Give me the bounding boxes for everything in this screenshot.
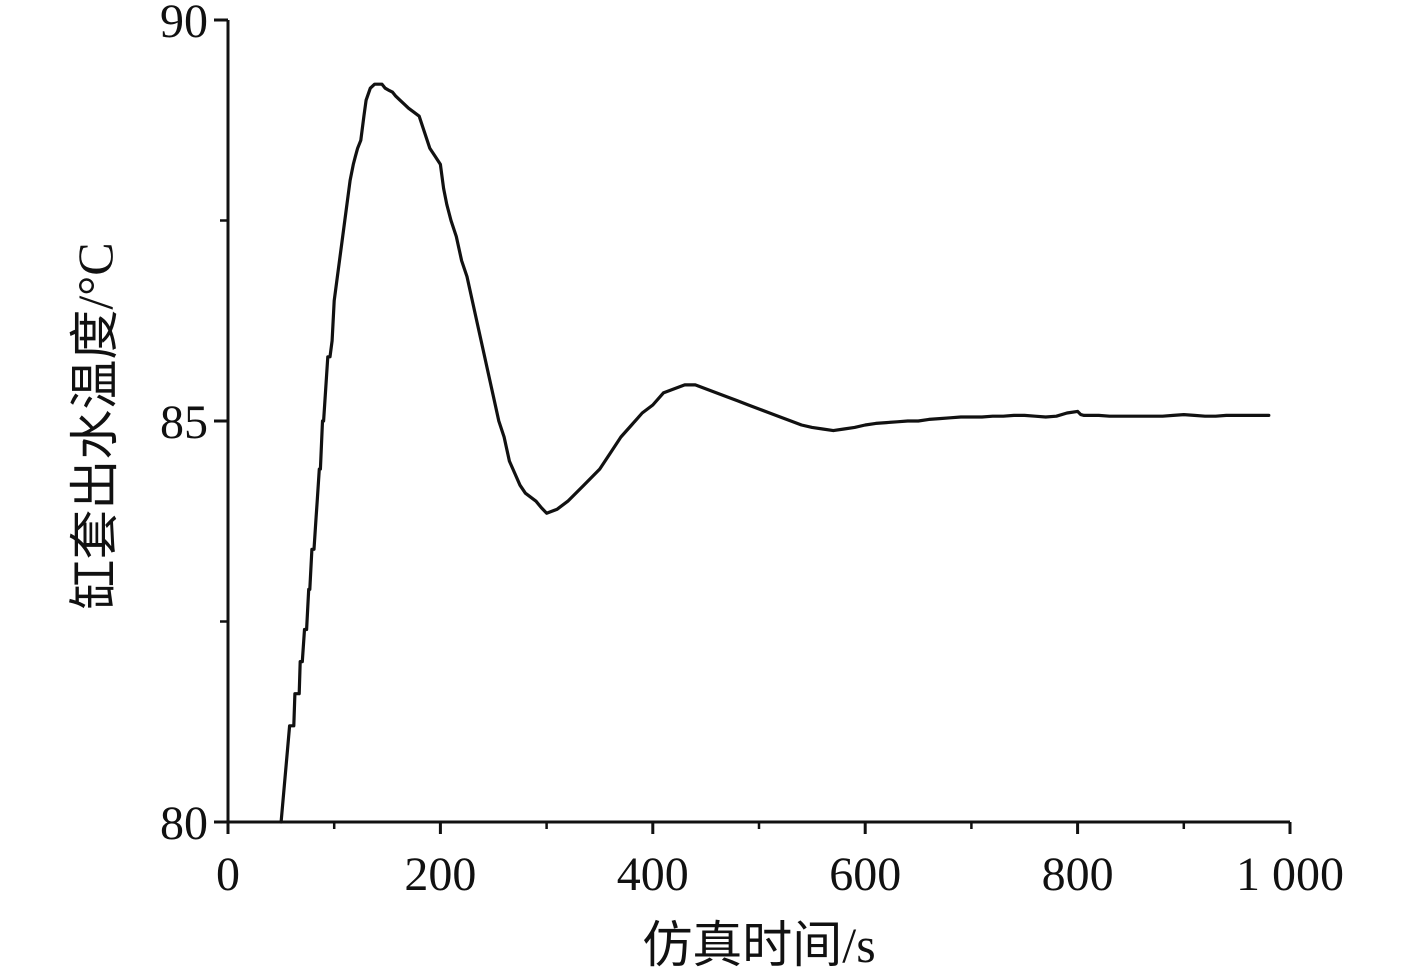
- y-tick-label: 85: [160, 396, 208, 449]
- x-axis-label: 仿真时间/s: [642, 917, 875, 973]
- series-line: [279, 82, 1271, 824]
- x-axis-ticks: 0 200 400 600 800 1 000: [216, 822, 1344, 901]
- x-tick-label: 400: [617, 848, 689, 901]
- x-tick-label: 600: [829, 848, 901, 901]
- y-axis-ticks: 80 85 90: [160, 0, 228, 850]
- y-tick-label: 80: [160, 797, 208, 850]
- series-layer: [279, 82, 1271, 824]
- y-axis-label: 缸套出水温度/°C: [67, 242, 123, 609]
- axes: [226, 20, 1290, 824]
- x-tick-label: 1 000: [1236, 848, 1344, 901]
- x-tick-label: 200: [404, 848, 476, 901]
- x-tick-label: 0: [216, 848, 240, 901]
- x-tick-label: 800: [1042, 848, 1114, 901]
- y-tick-label: 90: [160, 0, 208, 48]
